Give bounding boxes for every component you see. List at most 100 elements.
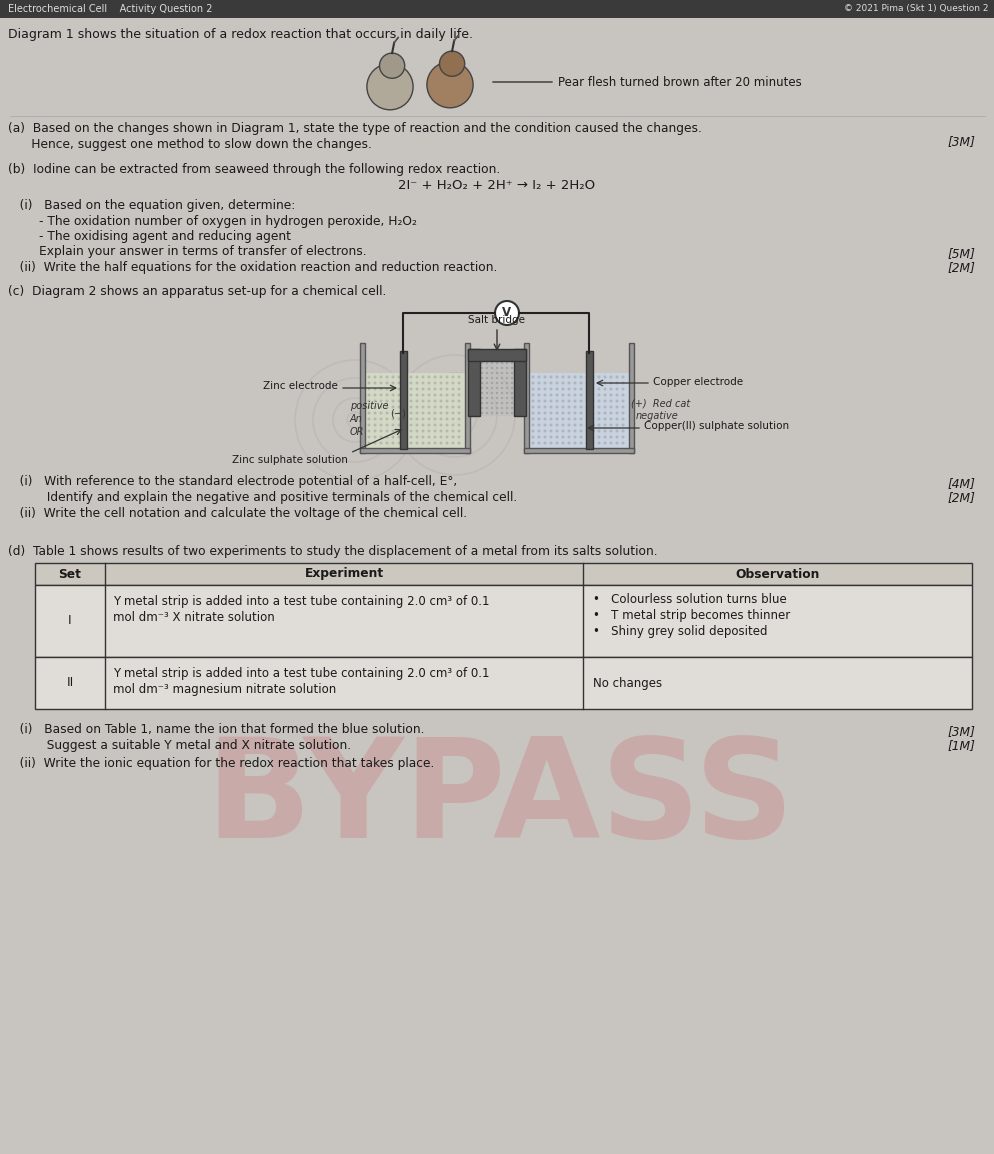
Bar bbox=[479, 361, 514, 415]
Circle shape bbox=[597, 399, 600, 403]
Circle shape bbox=[537, 435, 540, 439]
Circle shape bbox=[543, 388, 546, 390]
Circle shape bbox=[410, 394, 413, 397]
Circle shape bbox=[500, 407, 503, 410]
Circle shape bbox=[404, 435, 407, 439]
Text: Zinc electrode: Zinc electrode bbox=[262, 381, 338, 391]
Circle shape bbox=[485, 382, 488, 384]
Text: Y metal strip is added into a test tube containing 2.0 cm³ of 0.1: Y metal strip is added into a test tube … bbox=[113, 595, 489, 608]
Circle shape bbox=[457, 394, 460, 397]
Circle shape bbox=[531, 424, 534, 427]
Circle shape bbox=[621, 429, 624, 433]
Circle shape bbox=[567, 375, 570, 379]
Circle shape bbox=[410, 382, 413, 384]
Circle shape bbox=[500, 372, 503, 374]
Circle shape bbox=[531, 382, 534, 384]
Circle shape bbox=[584, 442, 587, 444]
Circle shape bbox=[573, 442, 576, 444]
Circle shape bbox=[510, 397, 513, 399]
Circle shape bbox=[621, 435, 624, 439]
Circle shape bbox=[590, 435, 593, 439]
Circle shape bbox=[621, 382, 624, 384]
Circle shape bbox=[421, 399, 424, 403]
Circle shape bbox=[427, 399, 430, 403]
Circle shape bbox=[579, 442, 581, 444]
Circle shape bbox=[373, 382, 376, 384]
Circle shape bbox=[549, 435, 552, 439]
Circle shape bbox=[427, 388, 430, 390]
Bar bbox=[360, 343, 365, 454]
Circle shape bbox=[603, 412, 606, 414]
Circle shape bbox=[609, 399, 612, 403]
Circle shape bbox=[490, 387, 493, 389]
Circle shape bbox=[531, 388, 534, 390]
Circle shape bbox=[457, 375, 460, 379]
Circle shape bbox=[510, 407, 513, 410]
Text: - The oxidation number of oxygen in hydrogen peroxide, H₂O₂: - The oxidation number of oxygen in hydr… bbox=[8, 215, 416, 228]
Circle shape bbox=[621, 399, 624, 403]
Bar bbox=[529, 373, 628, 448]
Circle shape bbox=[373, 375, 376, 379]
Circle shape bbox=[457, 429, 460, 433]
Circle shape bbox=[397, 394, 401, 397]
Circle shape bbox=[373, 412, 376, 414]
Bar bbox=[365, 373, 464, 448]
Circle shape bbox=[427, 405, 430, 409]
Circle shape bbox=[391, 388, 394, 390]
Circle shape bbox=[427, 375, 430, 379]
Circle shape bbox=[500, 412, 503, 414]
Circle shape bbox=[531, 429, 534, 433]
Text: (ii)  Write the cell notation and calculate the voltage of the chemical cell.: (ii) Write the cell notation and calcula… bbox=[8, 507, 466, 520]
Circle shape bbox=[433, 388, 436, 390]
Circle shape bbox=[603, 375, 606, 379]
Circle shape bbox=[433, 418, 436, 420]
Circle shape bbox=[445, 399, 448, 403]
Circle shape bbox=[485, 392, 488, 395]
Circle shape bbox=[415, 442, 418, 444]
Circle shape bbox=[397, 375, 401, 379]
Circle shape bbox=[543, 375, 546, 379]
Circle shape bbox=[609, 405, 612, 409]
Text: (a)  Based on the changes shown in Diagram 1, state the type of reaction and the: (a) Based on the changes shown in Diagra… bbox=[8, 122, 701, 135]
Circle shape bbox=[415, 399, 418, 403]
Circle shape bbox=[379, 382, 382, 384]
Circle shape bbox=[439, 412, 442, 414]
Circle shape bbox=[490, 402, 493, 404]
Circle shape bbox=[427, 442, 430, 444]
Circle shape bbox=[439, 424, 442, 427]
Circle shape bbox=[555, 394, 558, 397]
Circle shape bbox=[500, 402, 503, 404]
Circle shape bbox=[561, 382, 564, 384]
Circle shape bbox=[404, 399, 407, 403]
Circle shape bbox=[621, 424, 624, 427]
Circle shape bbox=[379, 435, 382, 439]
Text: (i)   Based on Table 1, name the ion that formed the blue solution.: (i) Based on Table 1, name the ion that … bbox=[8, 724, 424, 736]
Circle shape bbox=[510, 387, 513, 389]
Circle shape bbox=[573, 394, 576, 397]
Circle shape bbox=[485, 402, 488, 404]
Circle shape bbox=[567, 382, 570, 384]
Circle shape bbox=[385, 442, 388, 444]
Circle shape bbox=[490, 377, 493, 380]
Circle shape bbox=[621, 394, 624, 397]
Circle shape bbox=[451, 388, 454, 390]
Text: •   Colourless solution turns blue: • Colourless solution turns blue bbox=[592, 593, 786, 606]
Circle shape bbox=[549, 424, 552, 427]
Text: [5M]: [5M] bbox=[946, 247, 974, 260]
Circle shape bbox=[490, 382, 493, 384]
Circle shape bbox=[567, 412, 570, 414]
Circle shape bbox=[410, 405, 413, 409]
Circle shape bbox=[404, 382, 407, 384]
Circle shape bbox=[439, 435, 442, 439]
Text: - The oxidising agent and reducing agent: - The oxidising agent and reducing agent bbox=[8, 230, 290, 243]
Circle shape bbox=[495, 382, 498, 384]
Circle shape bbox=[584, 394, 587, 397]
Circle shape bbox=[485, 407, 488, 410]
Circle shape bbox=[555, 435, 558, 439]
Circle shape bbox=[555, 399, 558, 403]
Text: © 2021 Pima (Skt 1) Question 2: © 2021 Pima (Skt 1) Question 2 bbox=[843, 5, 987, 14]
Text: Y metal strip is added into a test tube containing 2.0 cm³ of 0.1: Y metal strip is added into a test tube … bbox=[113, 667, 489, 680]
Text: Diagram 1 shows the situation of a redox reaction that occurs in daily life.: Diagram 1 shows the situation of a redox… bbox=[8, 28, 472, 42]
Bar bbox=[585, 351, 592, 449]
Circle shape bbox=[597, 388, 600, 390]
